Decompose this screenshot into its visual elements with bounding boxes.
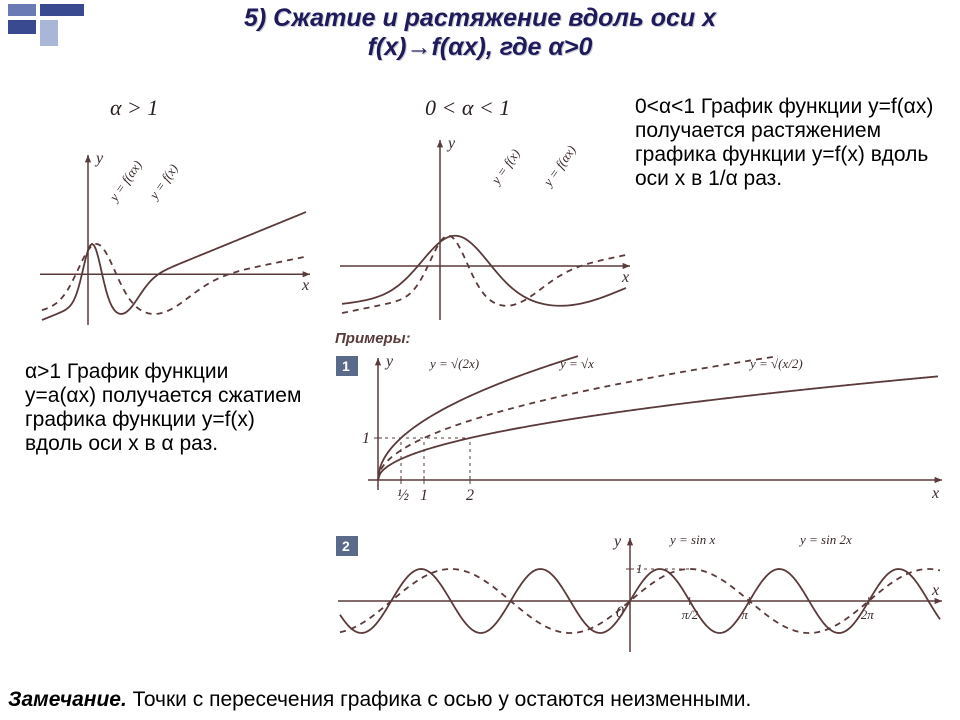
svg-text:x: x: [931, 485, 939, 502]
svg-text:1: 1: [342, 358, 350, 374]
svg-text:½: ½: [397, 487, 409, 504]
svg-text:2: 2: [466, 487, 474, 504]
formula-alpha-lt-1: 0 < α < 1: [395, 85, 615, 130]
svg-text:y = sin 2x: y = sin 2x: [798, 532, 852, 547]
text-compress-desc: α>1 График функции y=a(αx) получается сж…: [25, 360, 305, 457]
remark-text: Точки с пересечения графика с осью у ост…: [127, 688, 752, 711]
text-stretch-desc: 0<α<1 График функции y=f(αx) получается …: [635, 95, 955, 192]
mini-graph-compress: x y y = f(x)y = f(αx): [30, 145, 320, 335]
slide-title: 5) Сжатие и растяжение вдоль оси х f(x)→…: [0, 4, 960, 62]
svg-text:π/2: π/2: [682, 607, 699, 622]
svg-text:y: y: [446, 135, 456, 152]
example-sin-graph: 2xy01π/2π2πy = sin xy = sin 2x: [330, 530, 950, 660]
svg-text:α > 1: α > 1: [110, 95, 158, 120]
svg-text:1: 1: [362, 430, 370, 447]
svg-text:y = √(2x): y = √(2x): [428, 356, 479, 371]
svg-text:y = f(x): y = f(x): [487, 146, 523, 188]
svg-text:y = sin x: y = sin x: [668, 532, 715, 547]
examples-label: Примеры:: [335, 330, 411, 347]
svg-text:0 < α < 1: 0 < α < 1: [425, 95, 510, 120]
svg-text:1: 1: [420, 487, 428, 504]
svg-text:y = f(αx): y = f(αx): [539, 143, 579, 191]
remark-bold: Замечание.: [8, 688, 127, 711]
formula-alpha-gt-1: α > 1: [70, 85, 250, 130]
svg-text:y = f(x): y = f(x): [145, 161, 181, 203]
svg-text:y = √(x/2): y = √(x/2): [748, 356, 803, 371]
svg-text:y: y: [384, 353, 394, 370]
title-line-2: f(x)→f(αx), где α>0: [368, 33, 593, 61]
svg-text:x: x: [931, 582, 939, 599]
title-line-1: 5) Сжатие и растяжение вдоль оси х: [244, 4, 716, 32]
svg-text:x: x: [301, 277, 309, 294]
mini-graph-stretch: x y y = f(x) y = f(αx): [330, 130, 640, 330]
svg-text:y = √x: y = √x: [558, 356, 594, 371]
example-sqrt-graph: 1xy1½12y = √(2x)y = √xy = √(x/2): [330, 350, 950, 520]
svg-text:y: y: [612, 533, 622, 550]
svg-text:x: x: [621, 269, 629, 286]
svg-text:2: 2: [342, 538, 350, 554]
svg-text:y: y: [94, 150, 104, 167]
svg-text:y = f(αx): y = f(αx): [105, 158, 145, 206]
remark: Замечание. Точки с пересечения графика с…: [8, 688, 952, 712]
